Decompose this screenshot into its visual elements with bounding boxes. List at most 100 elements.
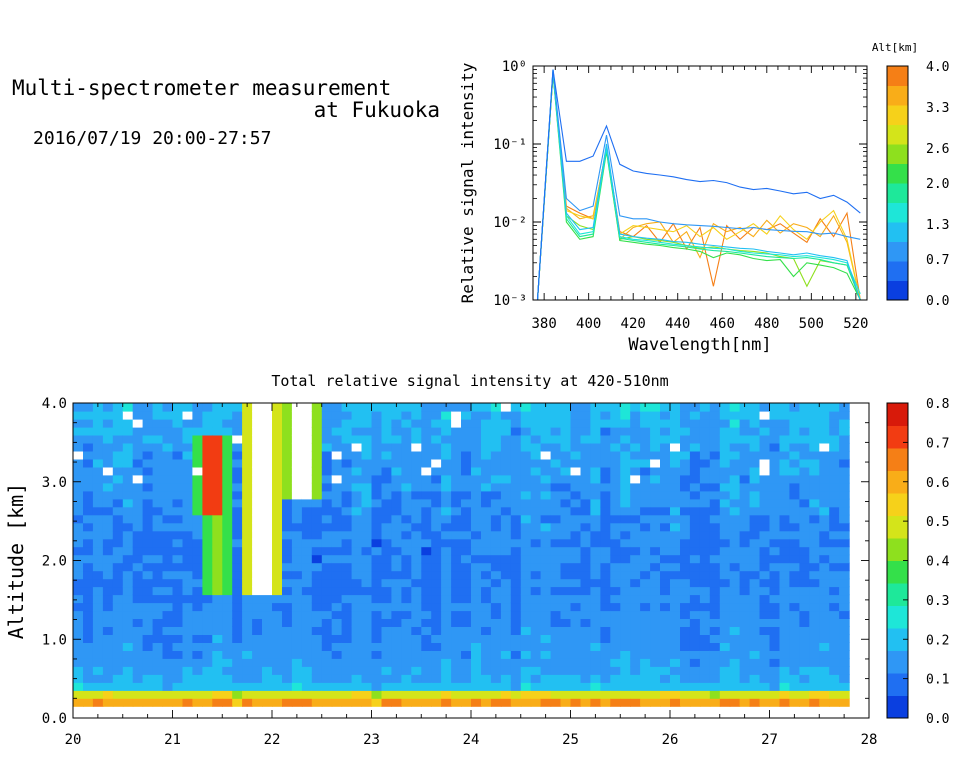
heatmap-cell <box>510 522 522 532</box>
heatmap-cell <box>550 514 562 524</box>
heatmap-cell <box>262 482 273 492</box>
heatmap-cell <box>610 514 621 524</box>
heatmap-cell <box>620 578 631 588</box>
heatmap-cell <box>471 666 482 675</box>
heatmap-cell <box>709 506 721 516</box>
heatmap-cell <box>401 578 412 588</box>
heatmap-cell <box>102 554 114 564</box>
heatmap-cell <box>610 450 621 460</box>
heatmap-cell <box>719 434 731 444</box>
heatmap-cell <box>550 490 562 500</box>
heatmap-cell <box>530 419 542 428</box>
heatmap-cell <box>490 442 502 452</box>
heatmap-cell <box>162 586 174 596</box>
heatmap-cell <box>411 586 422 596</box>
heatmap-cell <box>411 546 422 556</box>
heatmap-cell <box>550 458 562 468</box>
heatmap-cell <box>530 498 542 508</box>
heatmap-cell <box>600 490 611 500</box>
heatmap-cell <box>371 426 383 436</box>
heatmap-cell <box>242 498 253 508</box>
heatmap-cell <box>391 682 402 691</box>
heatmap-cell <box>540 618 552 627</box>
heatmap-cell <box>819 562 830 572</box>
heatmap-cell <box>520 419 532 428</box>
heatmap-cell <box>282 586 293 596</box>
heatmap-cell <box>192 586 203 596</box>
heatmap-cell <box>172 498 184 508</box>
heatmap-cell <box>610 426 621 436</box>
heatmap-cell <box>73 466 84 476</box>
heatmap-cell <box>590 403 601 412</box>
heatmap-cell <box>152 546 164 556</box>
heatmap-cell <box>630 530 641 540</box>
heatmap-cell <box>610 522 621 532</box>
heatmap-cell <box>252 498 263 508</box>
heatmap-cell <box>610 530 621 540</box>
heatmap-cell <box>799 642 810 651</box>
heatmap-cell <box>699 690 711 699</box>
heatmap-cell <box>630 690 641 699</box>
heatmap-cell <box>570 514 582 524</box>
x-tick-label: 24 <box>463 732 480 748</box>
heatmap-cell <box>570 530 582 540</box>
heatmap-cell <box>83 562 94 572</box>
spectrum-x-axis-label: Wavelength[nm] <box>628 335 771 355</box>
heatmap-cell <box>759 538 771 548</box>
heatmap-cell <box>132 411 144 420</box>
heatmap-cell <box>809 458 820 468</box>
heatmap-cell <box>381 426 392 436</box>
heatmap-cell <box>282 666 293 675</box>
heatmap-cell <box>212 426 223 436</box>
heatmap-cell <box>391 514 402 524</box>
heatmap-cell <box>112 578 124 588</box>
heatmap-cell <box>819 530 830 540</box>
heatmap-cell <box>391 419 402 428</box>
heatmap-cell <box>142 674 154 683</box>
heatmap-cell <box>689 403 701 412</box>
heatmap-cell <box>431 578 442 588</box>
heatmap-cell <box>590 594 601 604</box>
heatmap-cell <box>411 690 422 699</box>
heatmap-cell <box>689 498 701 508</box>
heatmap-cell <box>172 538 184 548</box>
heatmap-cell <box>461 450 472 460</box>
heatmap-chart: Total relative signal intensity at 420-5… <box>4 372 950 748</box>
heatmap-cell <box>461 570 472 580</box>
heatmap-cell <box>73 554 84 564</box>
heatmap-cell <box>590 442 601 452</box>
heatmap-cell <box>272 674 283 683</box>
heatmap-cell <box>789 530 800 540</box>
heatmap-cell <box>789 538 800 548</box>
heatmap-cell <box>650 690 661 699</box>
heatmap-cell <box>719 562 731 572</box>
heatmap-cell <box>789 426 800 436</box>
heatmap-cell <box>232 658 243 667</box>
heatmap-cell <box>580 578 591 588</box>
heatmap-cell <box>222 562 233 572</box>
heatmap-cell <box>650 474 661 484</box>
heatmap-cell <box>83 538 94 548</box>
heatmap-cell <box>799 578 810 588</box>
heatmap-cell <box>640 498 651 508</box>
heatmap-cell <box>839 442 850 452</box>
heatmap-cell <box>540 578 552 588</box>
heatmap-cell <box>600 690 611 699</box>
heatmap-cell <box>461 674 472 683</box>
heatmap-cell <box>371 674 383 683</box>
heatmap-cell <box>789 482 800 492</box>
heatmap-cell <box>729 578 741 588</box>
heatmap-cell <box>520 610 532 619</box>
heatmap-cell <box>441 466 452 476</box>
heatmap-cell <box>471 530 482 540</box>
heatmap-cell <box>680 426 691 436</box>
heatmap-cell <box>839 474 850 484</box>
heatmap-cell <box>560 650 572 659</box>
intensity-colorbar-tick-label: 0.3 <box>926 594 949 609</box>
heatmap-cell <box>759 434 771 444</box>
heatmap-cell <box>272 426 283 436</box>
heatmap-cell <box>680 450 691 460</box>
heatmap-cell <box>152 466 164 476</box>
heatmap-cell <box>699 458 711 468</box>
heatmap-cell <box>351 458 363 468</box>
